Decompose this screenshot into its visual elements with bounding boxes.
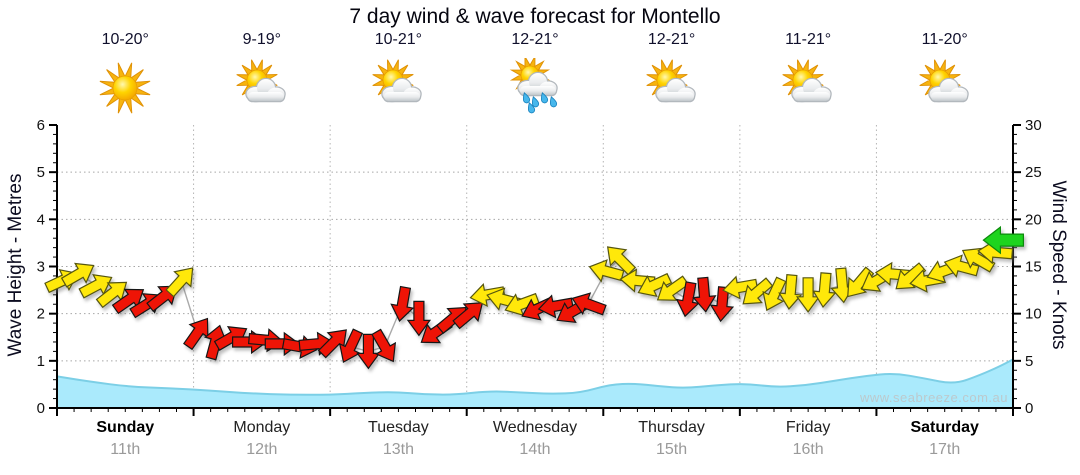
temp-range: 11-21° bbox=[785, 31, 832, 48]
wind-arrow-group bbox=[44, 225, 1025, 370]
wind-axis-tick: 20 bbox=[1025, 211, 1042, 228]
watermark: www.seabreeze.com.au bbox=[859, 390, 1008, 405]
wind-arrow bbox=[656, 275, 690, 301]
wave-axis-tick: 4 bbox=[37, 211, 45, 228]
wind-axis-tick: 25 bbox=[1025, 164, 1042, 181]
day-date: 12th bbox=[246, 441, 278, 458]
wind-axis-tick: 15 bbox=[1025, 259, 1042, 276]
wind-axis-tick: 30 bbox=[1025, 117, 1042, 134]
day-date: 15th bbox=[655, 441, 688, 458]
day-name: Thursday bbox=[638, 419, 705, 436]
wind-arrow bbox=[637, 272, 673, 298]
wind-arrow bbox=[606, 246, 637, 276]
wind-arrow bbox=[943, 254, 980, 278]
wind-arrow bbox=[356, 333, 381, 370]
day-date: 11th bbox=[110, 441, 141, 458]
wind-arrow bbox=[95, 281, 128, 309]
wind-arrow bbox=[452, 302, 484, 330]
wave-axis-tick: 2 bbox=[37, 306, 45, 323]
wind-arrow bbox=[78, 273, 113, 299]
wind-arrow bbox=[722, 275, 759, 300]
wind-arrow bbox=[406, 300, 432, 337]
temp-range: 12-21° bbox=[511, 31, 559, 48]
wind-arrow bbox=[371, 328, 397, 363]
wind-arrow bbox=[709, 286, 735, 323]
wave-height-line bbox=[56, 358, 1014, 396]
day-name: Friday bbox=[785, 419, 831, 436]
wind-arrow bbox=[977, 240, 1014, 265]
temp-range: 11-20° bbox=[921, 31, 968, 48]
wind-arrow bbox=[165, 267, 194, 298]
temp-range: 10-21° bbox=[374, 31, 423, 48]
day-name: Saturday bbox=[910, 419, 979, 436]
wind-arrow bbox=[571, 292, 607, 316]
wave-height-area bbox=[57, 359, 1013, 408]
page-title: 7 day wind & wave forecast for Montello bbox=[349, 5, 721, 28]
wind-arrow bbox=[692, 276, 717, 313]
partly-cloudy-icon bbox=[366, 58, 430, 114]
day-name: Sunday bbox=[96, 419, 155, 436]
wind-axis-tick: 5 bbox=[1025, 353, 1033, 370]
wind-axis-title: Wind Speed - Knots bbox=[1048, 180, 1069, 350]
wave-axis-title: Wave Height - Metres bbox=[5, 173, 26, 357]
wind-axis-tick: 0 bbox=[1025, 400, 1033, 417]
temp-range: 10-20° bbox=[101, 31, 149, 48]
wind-arrow bbox=[183, 317, 209, 351]
day-name: Monday bbox=[233, 419, 291, 436]
wave-axis-tick: 3 bbox=[37, 259, 45, 276]
wind-arrow bbox=[812, 272, 837, 309]
day-date: 16th bbox=[792, 441, 824, 458]
current-wind-arrow bbox=[982, 225, 1025, 255]
wind-arrow bbox=[795, 277, 821, 313]
day-date: 13th bbox=[382, 441, 414, 458]
wave-axis-tick: 6 bbox=[37, 117, 45, 134]
partly-cloudy-icon bbox=[230, 58, 294, 114]
partly-cloudy-icon bbox=[776, 58, 840, 114]
wind-arrow bbox=[675, 281, 700, 318]
wave-axis-tick: 5 bbox=[37, 164, 45, 181]
wind-arrow bbox=[762, 276, 787, 312]
wind-axis-tick: 10 bbox=[1025, 306, 1042, 323]
wind-arrow bbox=[317, 329, 347, 359]
wind-arrow bbox=[778, 273, 803, 310]
day-date: 17th bbox=[929, 441, 961, 458]
wind-arrow bbox=[338, 328, 364, 364]
partly-cloudy-icon bbox=[913, 58, 977, 114]
wave-axis-tick: 1 bbox=[37, 353, 45, 370]
showers-icon bbox=[503, 58, 567, 114]
day-date: 14th bbox=[519, 441, 551, 458]
partly-cloudy-icon bbox=[640, 58, 704, 114]
wind-arrow bbox=[537, 294, 574, 319]
wave-axis-tick: 0 bbox=[37, 400, 45, 417]
wind-arrow bbox=[111, 288, 145, 315]
day-name: Wednesday bbox=[492, 419, 578, 436]
temp-range: 9-19° bbox=[242, 31, 282, 48]
sunny-icon bbox=[93, 58, 157, 114]
temp-range: 12-21° bbox=[647, 31, 696, 48]
wind-arrow bbox=[390, 285, 415, 322]
wind-arrow bbox=[588, 259, 625, 283]
day-name: Tuesday bbox=[368, 419, 429, 436]
wind-arrow bbox=[504, 292, 540, 317]
wind-arrow bbox=[60, 262, 95, 288]
wind-arrow bbox=[742, 277, 774, 305]
